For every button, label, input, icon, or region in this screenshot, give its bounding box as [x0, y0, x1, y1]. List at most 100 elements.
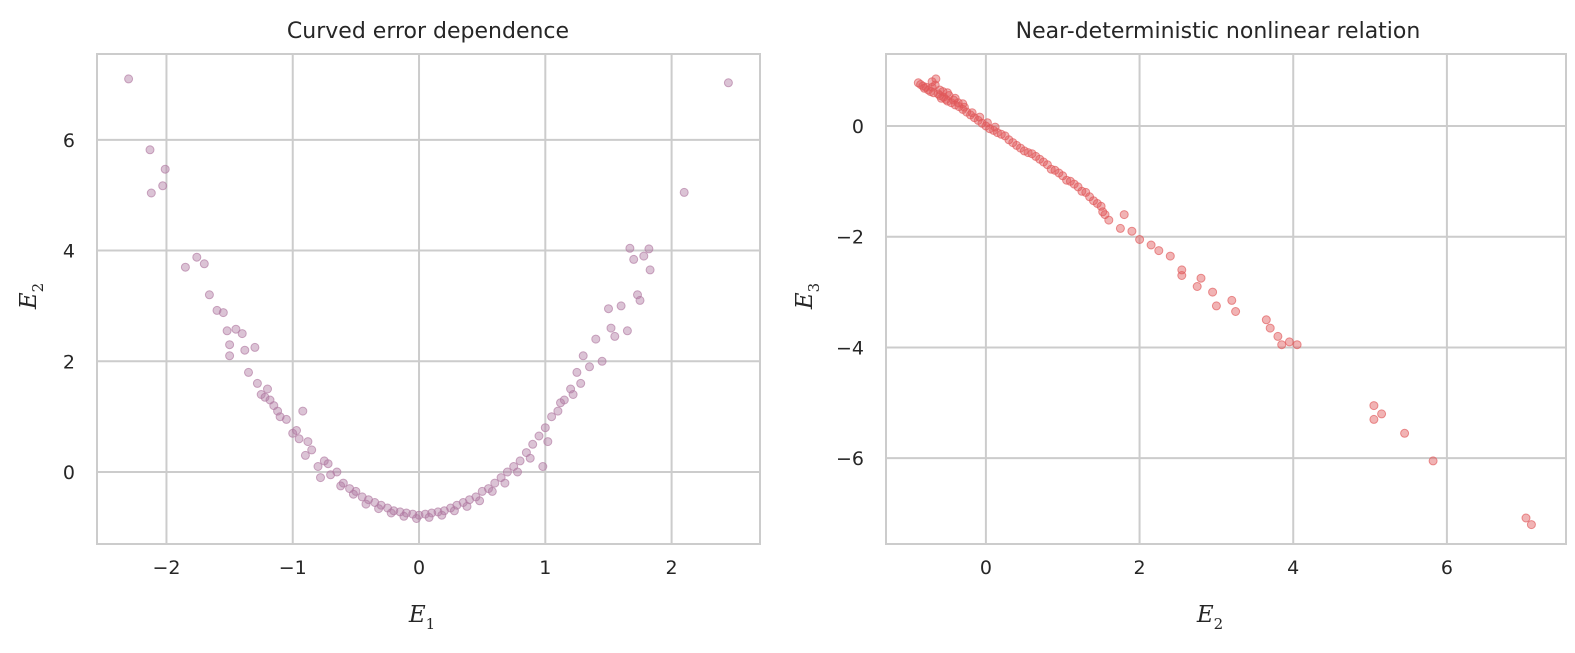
left-y-tick-label: 2	[63, 351, 75, 373]
left-points	[124, 74, 733, 523]
left-scatter-point	[146, 188, 156, 198]
right-scatter-point	[1177, 271, 1187, 280]
left-scatter-point	[260, 392, 270, 402]
right-scatter-point	[1428, 456, 1438, 466]
right-scatter-point	[1400, 428, 1410, 438]
right-x-tick-label: 6	[1441, 557, 1453, 579]
right-scatter-point	[1135, 235, 1145, 244]
left-scatter-point	[475, 496, 485, 506]
left-y-tick-label: 0	[63, 462, 75, 484]
left-scatter-point	[386, 508, 396, 518]
left-scatter-point	[231, 324, 241, 334]
left-scatter-point	[513, 467, 522, 477]
left-x-tick-labels: −2 −1 0 1 2	[152, 557, 677, 579]
left-y-tick-labels: 0 2 4 6	[63, 130, 75, 484]
right-scatter-point	[1046, 164, 1056, 174]
right-y-axis-label: E3	[792, 283, 823, 310]
right-x-tick-label: 4	[1287, 557, 1299, 579]
left-scatter-point	[556, 398, 565, 408]
left-scatter-point	[625, 243, 635, 253]
left-scatter-point	[332, 467, 342, 477]
right-points	[913, 74, 1536, 530]
left-x-tick-label: 2	[666, 557, 678, 579]
right-chart-title: Near-deterministic nonlinear relation	[1016, 19, 1421, 44]
right-scatter-point	[1265, 323, 1275, 333]
right-scatter-point	[1062, 175, 1072, 185]
right-scatter-point	[943, 88, 952, 98]
left-scatter-point	[204, 290, 214, 300]
left-scatter-point	[591, 334, 601, 344]
right-scatter-point	[1008, 138, 1018, 148]
left-scatter-point	[298, 406, 308, 416]
left-scatter-point	[273, 406, 283, 416]
left-scatter-point	[639, 251, 649, 261]
left-scatter-point	[158, 181, 168, 191]
left-scatter-point	[568, 390, 578, 399]
left-scatter-point	[303, 437, 313, 447]
right-x-tick-label: 2	[1134, 557, 1146, 579]
right-scatter-point	[927, 82, 937, 92]
left-scatter-point	[528, 439, 538, 449]
right-scatter-point	[990, 122, 1000, 132]
left-scatter-point	[578, 351, 588, 361]
left-scatter-point	[225, 351, 235, 361]
left-scatter-point	[237, 329, 247, 339]
left-scatter-point	[462, 501, 472, 511]
right-scatter-point	[1196, 273, 1206, 283]
right-scatter-point	[1039, 157, 1048, 167]
left-scatter-point	[424, 512, 434, 522]
right-scatter-point	[967, 108, 977, 118]
left-scatter-point	[222, 326, 232, 336]
right-scatter-point	[1054, 168, 1064, 178]
right-scatter-point	[1369, 401, 1379, 411]
left-chart-title: Curved error dependence	[287, 19, 569, 44]
left-scatter-point	[502, 467, 512, 477]
right-y-tick-label: 0	[852, 116, 864, 138]
left-scatter-point	[606, 323, 616, 333]
left-scatter-point	[597, 356, 607, 366]
right-scatter-point	[1227, 295, 1237, 305]
left-scatter-point	[313, 462, 323, 471]
left-grid	[97, 54, 760, 544]
right-scatter-point	[1023, 148, 1033, 158]
right-scatter-point	[1261, 315, 1271, 325]
right-plot-frame	[885, 53, 1567, 545]
right-scatter-point	[982, 118, 992, 128]
right-scatter-point	[1211, 301, 1221, 311]
left-scatter-point	[336, 481, 346, 491]
left-scatter-point	[437, 510, 447, 520]
left-scatter-point	[585, 362, 594, 372]
right-y-tick-labels: 0 −2 −4 −6	[836, 116, 864, 470]
right-scatter-point	[1119, 210, 1129, 220]
right-scatter-point	[1000, 131, 1010, 141]
left-scatter-point	[538, 462, 548, 471]
left-scatter-point	[572, 367, 582, 377]
left-scatter-point	[645, 265, 655, 275]
right-scatter-point	[1031, 151, 1041, 161]
right-scatter-point	[1284, 337, 1294, 347]
right-scatter-point	[913, 78, 923, 88]
right-scatter-point	[935, 85, 945, 95]
left-scatter-point	[500, 478, 510, 488]
right-scatter-point	[1085, 192, 1095, 202]
left-scatter-point	[515, 456, 525, 466]
left-scatter-point	[145, 145, 155, 155]
right-scatter-point	[1069, 179, 1079, 189]
right-scatter-point	[1146, 240, 1156, 250]
right-scatter-point	[1154, 246, 1164, 256]
left-scatter-point	[307, 445, 317, 455]
right-scatter-point	[1273, 331, 1283, 341]
right-scatter-point	[1104, 215, 1114, 225]
left-scatter-point	[316, 473, 325, 483]
right-scatter-point	[1165, 251, 1175, 261]
right-scatter-point	[1526, 520, 1536, 530]
right-scatter-point	[1115, 223, 1125, 233]
left-scatter-point	[622, 326, 632, 336]
left-scatter-point	[348, 489, 358, 499]
right-scatter-point	[1016, 143, 1025, 153]
left-scatter-point	[374, 504, 384, 514]
left-scatter-point	[244, 367, 253, 377]
left-scatter-point	[487, 486, 497, 496]
left-scatter-point	[412, 514, 421, 523]
